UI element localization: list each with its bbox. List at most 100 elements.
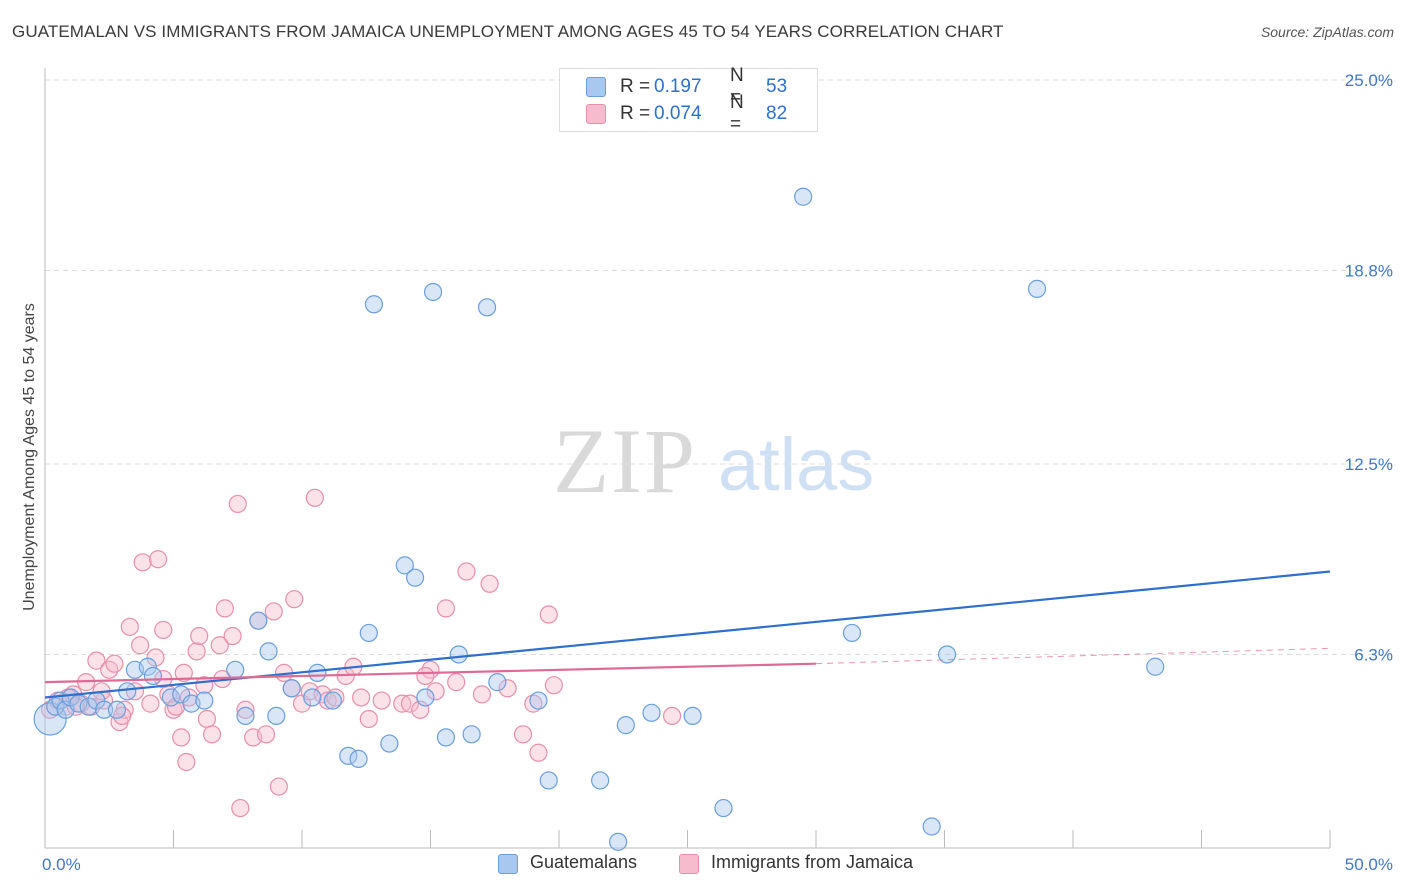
guatemalan-point (364, 295, 384, 314)
jamaica-point (125, 682, 145, 701)
guatemalan-point (138, 657, 157, 676)
guatemalan-point (359, 623, 378, 643)
jamaica-point (174, 663, 193, 682)
chart-title: GUATEMALAN VS IMMIGRANTS FROM JAMAICA UN… (12, 22, 1004, 41)
legend-swatch-pink (586, 104, 606, 124)
guatemalan-point (462, 725, 481, 744)
guatemalan-point (349, 749, 368, 769)
jamaica-point (305, 488, 324, 507)
y-tick-label: 18.8% (1345, 261, 1393, 280)
guatemalan-point (477, 298, 497, 317)
guatemalan-point (683, 706, 702, 726)
jamaica-point (154, 620, 173, 639)
guatemalan-point (303, 688, 322, 707)
guatemalan-point (591, 771, 610, 790)
guatemalan-point (195, 691, 214, 710)
guatemalan-point (423, 282, 443, 302)
jamaica-point (285, 590, 304, 609)
jamaica-point (426, 682, 445, 701)
guatemalan-point (226, 660, 245, 679)
jamaica-point (539, 605, 558, 624)
guatemalan-point (642, 703, 661, 722)
chart-source: Source: ZipAtlas.com (1260, 24, 1394, 40)
bottom-legend-label: Immigrants from Jamaica (711, 852, 914, 872)
legend-n-value: 82 (766, 103, 788, 124)
axes (44, 68, 1331, 849)
legend-r-value: 0.197 (654, 76, 702, 97)
guatemalan-point (107, 700, 127, 719)
jamaica-point (326, 688, 345, 707)
guatemalan-point (416, 688, 435, 707)
jamaica-point (231, 798, 250, 818)
jamaica-point (228, 494, 247, 514)
jamaica-point (400, 694, 420, 713)
guatemalan-point (395, 556, 414, 575)
jamaica-point (472, 685, 491, 704)
guatemalan-point (488, 673, 507, 692)
guatemalan-point (118, 682, 137, 701)
guatemalan-point (714, 798, 733, 818)
guatemalan-point (308, 663, 327, 682)
legend-r-value: 0.074 (654, 103, 702, 124)
jamaica-point (120, 617, 139, 636)
guatemalan-point (236, 706, 255, 726)
jamaica-point (269, 777, 288, 796)
guatemalan-point (380, 734, 399, 753)
guatemalan-point (172, 685, 191, 704)
guatemalan-point (539, 771, 558, 790)
x-tick-label-min: 0.0% (42, 855, 81, 874)
jamaica-point (480, 574, 499, 593)
jamaica-point (513, 725, 533, 744)
guatemalan-point (937, 645, 957, 664)
jamaica-point (529, 743, 548, 762)
jamaica-point (187, 642, 206, 661)
guatemalan-point (249, 611, 268, 630)
guatemalan-point (282, 679, 301, 698)
jamaica-point (141, 694, 160, 713)
jamaica-point (372, 691, 391, 710)
jamaica-point (359, 709, 378, 729)
jamaica-point (352, 688, 371, 707)
jamaica-point (223, 626, 242, 646)
jamaica-point (457, 562, 476, 581)
jamaica-point (256, 725, 276, 744)
series-jamaica-points (41, 488, 682, 818)
trend-lines (44, 570, 1331, 699)
jamaica-point (447, 673, 466, 692)
y-tick-label: 12.5% (1345, 455, 1393, 474)
jamaica-point (264, 602, 283, 621)
guatemalan-point (405, 568, 425, 587)
legend-swatch-blue (586, 77, 606, 97)
jamaica-point (66, 697, 85, 716)
legend: R = 0.197 N = 53 R = 0.074 N = 82 (559, 65, 818, 135)
series-guatemalans-points (33, 187, 1165, 851)
bottom-legend-swatch-pink (679, 854, 699, 874)
bottom-legend-swatch-blue (498, 854, 518, 874)
legend-r-label: R = (620, 76, 651, 97)
guatemalan-point (33, 702, 67, 736)
jamaica-point (662, 706, 682, 726)
guatemalan-point (436, 728, 456, 747)
y-tick-labels: 6.3% 12.5% 18.8% 25.0% (1345, 71, 1393, 664)
guatemalan-point (922, 817, 941, 836)
jamaica-point (172, 728, 191, 747)
jamaica-point (524, 694, 543, 713)
guatemalan-point (1027, 279, 1047, 298)
bottom-legend-label: Guatemalans (530, 852, 638, 872)
jamaica-point (148, 550, 168, 569)
jamaica-point (177, 752, 196, 772)
jamaica-point (215, 599, 234, 618)
jamaica-trend-line (44, 662, 817, 684)
jamaica-point (544, 676, 563, 695)
guatemalan-point (95, 700, 114, 719)
guatemalan-point (267, 706, 286, 726)
guatemalan-point (143, 666, 163, 686)
grid-lines (45, 79, 1392, 655)
x-tick-label-max: 50.0% (1345, 855, 1393, 874)
guatemalan-point (323, 691, 342, 710)
jamaica-point (41, 700, 60, 719)
guatemalan-point (161, 688, 181, 707)
guatemalan-point (529, 691, 548, 710)
guatemalan-point (616, 716, 635, 735)
